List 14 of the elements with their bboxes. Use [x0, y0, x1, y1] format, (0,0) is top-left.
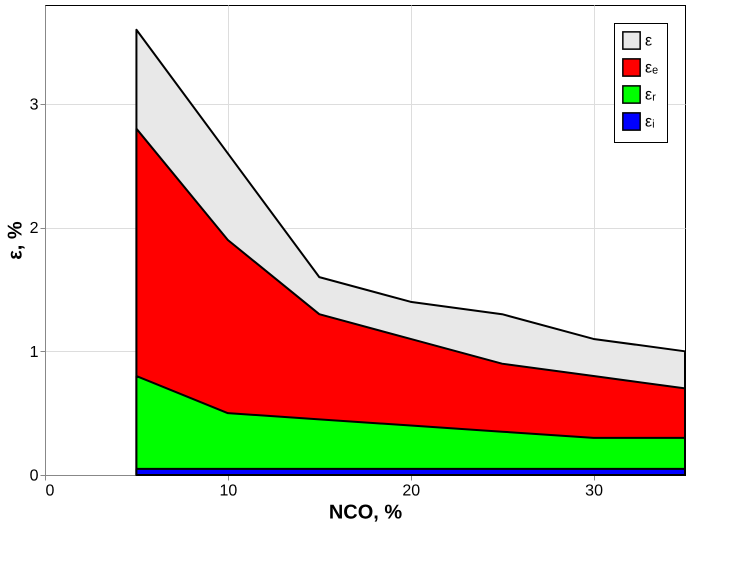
x-tick-label: 30: [585, 482, 604, 500]
y-tick-label: 2: [30, 220, 39, 238]
legend-label: εₑ: [645, 60, 658, 76]
y-tick-label: 3: [30, 96, 39, 114]
legend-label: εᵣ: [645, 86, 656, 104]
legend-label: εᵢ: [645, 114, 655, 130]
x-tick-label: 20: [402, 482, 420, 500]
x-tick-label: 0: [46, 482, 54, 500]
y-tick-label: 0: [30, 468, 39, 484]
x-tick-label: 10: [219, 482, 238, 500]
y-tick-label: 1: [30, 344, 39, 361]
legend-label: ε: [645, 32, 652, 50]
x-axis-title: NCO, %: [328, 502, 402, 524]
y-axis-title: ε, %: [4, 221, 27, 260]
